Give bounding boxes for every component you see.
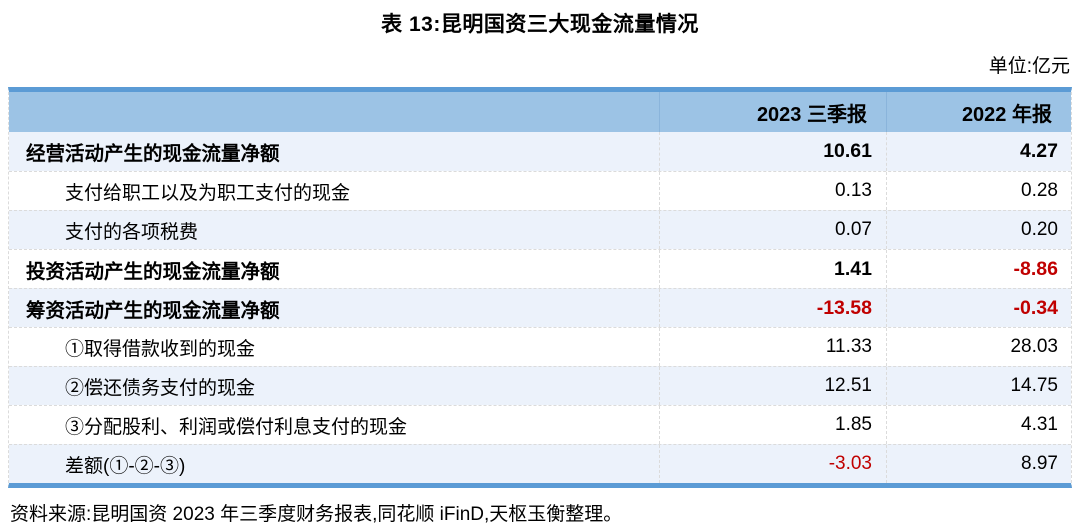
table-row: 经营活动产生的现金流量净额 10.61 4.27 <box>9 132 1071 171</box>
value-2023: -3.03 <box>659 445 886 483</box>
source-note: 资料来源:昆明国资 2023 年三季度财务报表,同花顺 iFinD,天枢玉衡整理… <box>10 504 623 525</box>
value-2023: 12.51 <box>659 367 886 405</box>
table-body: 经营活动产生的现金流量净额 10.61 4.27 支付给职工以及为职工支付的现金 0.1… <box>9 132 1071 483</box>
table-row: 支付给职工以及为职工支付的现金 0.13 0.28 <box>9 171 1071 210</box>
table-header-row: 2023 三季报 2022 年报 <box>9 92 1071 132</box>
header-label-cell <box>9 92 659 132</box>
value-2022: 4.31 <box>886 406 1071 444</box>
value-2023: -13.58 <box>659 289 886 327</box>
unit-label: 单位:亿元 <box>988 56 1070 77</box>
value-2023: 1.85 <box>659 406 886 444</box>
value-2023: 1.41 <box>659 250 886 288</box>
cash-flow-table: 2023 三季报 2022 年报 经营活动产生的现金流量净额 10.61 4.27 支… <box>8 87 1072 488</box>
row-label: 筹资活动产生的现金流量净额 <box>26 299 280 322</box>
value-2023: 0.13 <box>659 172 886 210</box>
table-row: ③分配股利、利润或偿付利息支付的现金 1.85 4.31 <box>9 405 1071 444</box>
row-label: 投资活动产生的现金流量净额 <box>26 260 280 283</box>
row-label: ②偿还债务支付的现金 <box>65 377 256 399</box>
value-2022: 0.28 <box>886 172 1071 210</box>
row-label: 支付给职工以及为职工支付的现金 <box>65 182 351 204</box>
table-row: ①取得借款收到的现金 11.33 28.03 <box>9 327 1071 366</box>
row-label: 经营活动产生的现金流量净额 <box>26 143 280 165</box>
value-2022: 4.27 <box>886 132 1071 171</box>
value-2022: -8.86 <box>886 250 1071 288</box>
row-label: 支付的各项税费 <box>65 221 199 243</box>
row-label: ③分配股利、利润或偿付利息支付的现金 <box>65 416 408 438</box>
value-2023: 10.61 <box>659 132 886 171</box>
table-row: ②偿还债务支付的现金 12.51 14.75 <box>9 366 1071 405</box>
table-row: 筹资活动产生的现金流量净额 -13.58 -0.34 <box>9 288 1071 327</box>
table-row: 支付的各项税费 0.07 0.20 <box>9 210 1071 249</box>
value-2022: 28.03 <box>886 328 1071 366</box>
value-2023: 0.07 <box>659 211 886 249</box>
value-2023: 11.33 <box>659 328 886 366</box>
table-title: 表 13:昆明国资三大现金流量情况 <box>381 13 699 36</box>
column-header-2023: 2023 三季报 <box>659 92 886 132</box>
table-row: 投资活动产生的现金流量净额 1.41 -8.86 <box>9 249 1071 288</box>
value-2022: 0.20 <box>886 211 1071 249</box>
value-2022: -0.34 <box>886 289 1071 327</box>
row-label: ①取得借款收到的现金 <box>65 338 256 360</box>
table-row: 差额(①-②-③) -3.03 8.97 <box>9 444 1071 483</box>
row-label: 差额(①-②-③) <box>65 455 186 477</box>
value-2022: 8.97 <box>886 445 1071 483</box>
value-2022: 14.75 <box>886 367 1071 405</box>
column-header-2022: 2022 年报 <box>886 92 1071 132</box>
